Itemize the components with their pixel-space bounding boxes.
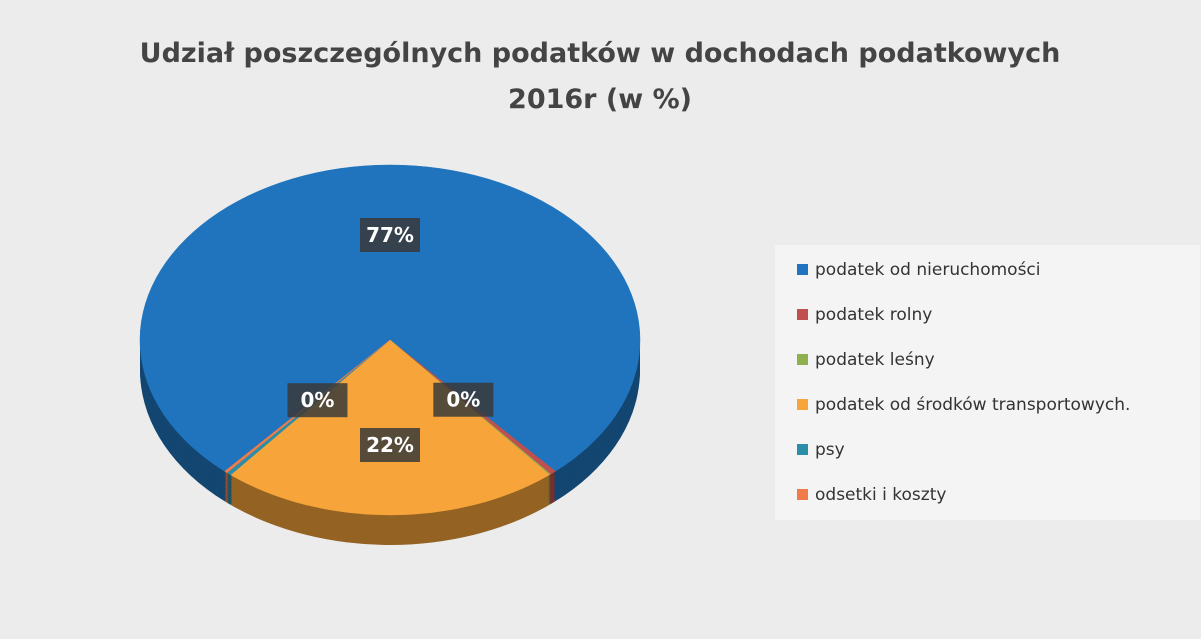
data-label-box (433, 382, 494, 417)
data-label: 0% (300, 388, 334, 412)
legend-label: podatek rolny (815, 305, 932, 325)
data-label: 77% (366, 223, 414, 247)
data-label-box (360, 428, 420, 462)
chart-title: Udział poszczególnych podatków w dochoda… (140, 38, 1061, 69)
legend-label: odsetki i koszty (815, 485, 946, 505)
legend-label: psy (815, 440, 845, 460)
data-label-box (287, 383, 348, 418)
legend-swatch (797, 489, 808, 500)
data-label: 22% (366, 433, 414, 457)
legend-label: podatek od środków transportowych. (815, 395, 1130, 415)
legend-swatch (797, 309, 808, 320)
legend-swatch (797, 444, 808, 455)
legend-swatch (797, 354, 808, 365)
pie-slice (139, 164, 641, 472)
data-label: 0% (446, 388, 480, 412)
data-label-box (360, 218, 420, 252)
legend-label: podatek leśny (815, 350, 935, 370)
legend-swatch (797, 399, 808, 410)
legend-swatch (797, 264, 808, 275)
legend-box (775, 245, 1200, 520)
pie-slice (230, 339, 550, 516)
legend-label: podatek od nieruchomości (815, 260, 1041, 280)
chart-subtitle: 2016r (w %) (508, 84, 692, 115)
